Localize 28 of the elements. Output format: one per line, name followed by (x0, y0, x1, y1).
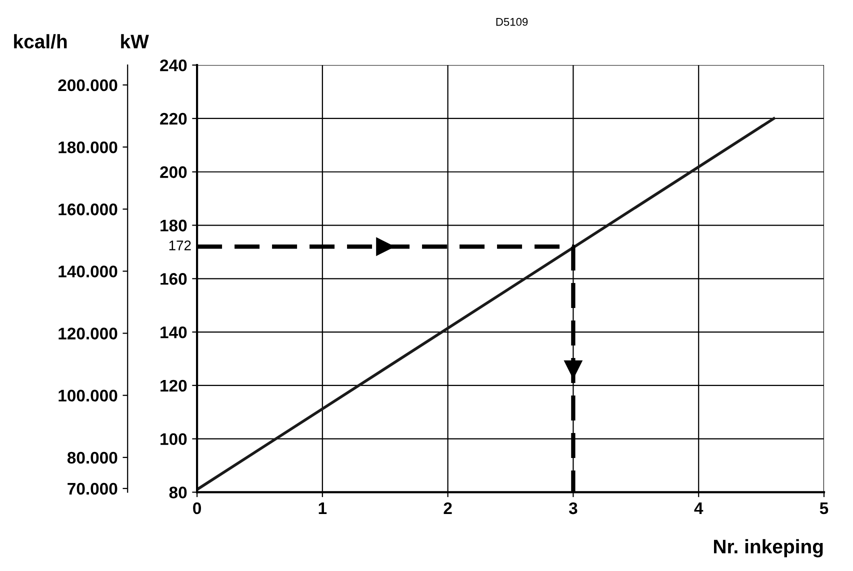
y2-tick-label: 160.000 (58, 204, 118, 216)
x-tick-label: 0 (193, 502, 201, 514)
y-tick-label: 200 (160, 166, 187, 178)
y-tick-label: 180 (160, 220, 187, 232)
y-tick-label: 100 (160, 433, 187, 446)
y2-tick-label: 140.000 (58, 266, 118, 278)
y2-tick-label: 100.000 (58, 390, 118, 402)
x-tick-label: 4 (694, 502, 704, 514)
x-tick-label: 5 (820, 502, 828, 514)
y2-tick-label: 200.000 (58, 79, 118, 92)
x-axis-title: Nr. inkeping (714, 539, 823, 558)
y-tick-label: 80 (169, 486, 187, 498)
text: D5109 (496, 18, 528, 26)
y-tick-label: 220 (160, 112, 187, 125)
annotation: 172 (169, 240, 191, 250)
x-tick-label: 3 (568, 502, 578, 514)
y2-tick-label: 70.000 (68, 482, 118, 495)
y2-axis-title: kcal/h (14, 34, 67, 49)
y2-tick-label: 120.000 (58, 328, 118, 340)
y-tick-label: 240 (160, 59, 187, 72)
y2-tick-label: 180.000 (58, 141, 118, 154)
y-tick-label: 120 (160, 380, 187, 392)
y-tick-label: 160 (160, 273, 187, 285)
y-tick-label: 140 (160, 326, 187, 338)
x-tick-label: 2 (444, 502, 452, 514)
x-tick-label: 1 (318, 502, 327, 514)
y-axis-title: kW (121, 34, 149, 48)
y2-tick-label: 80.000 (67, 452, 118, 464)
